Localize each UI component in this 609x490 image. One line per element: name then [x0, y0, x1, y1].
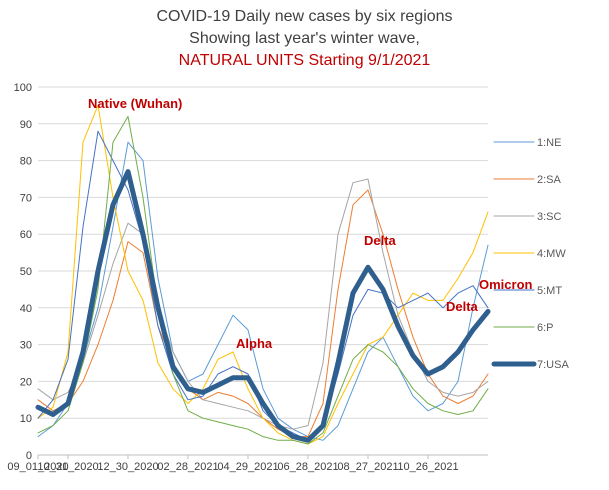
- chart-subtitle-2: NATURAL UNITS Starting 9/1/2021: [178, 52, 431, 69]
- x-tick-label: 06_28_2021: [277, 461, 338, 473]
- y-tick-label: 20: [20, 376, 32, 388]
- x-tick-label: 02_28_2021: [157, 461, 218, 473]
- legend-label: 3:SC: [537, 211, 562, 223]
- y-tick-label: 100: [14, 82, 32, 94]
- series-line-5mt: [37, 130, 489, 441]
- annotation-label: Omicron: [479, 277, 533, 292]
- legend-label: 7:USA: [537, 359, 569, 371]
- y-tick-label: 0: [26, 450, 32, 462]
- x-tick-label: 08_27_2021: [337, 461, 398, 473]
- series-line-6p: [37, 115, 489, 445]
- legend-label: 1:NE: [537, 137, 561, 149]
- legend-label: 5:MT: [537, 285, 562, 297]
- chart-subtitle: Showing last year's winter wave,: [189, 30, 420, 47]
- y-tick-label: 90: [20, 119, 32, 131]
- chart-title: COVID-19 Daily new cases by six regions: [156, 8, 453, 25]
- series-line-1ne: [37, 141, 489, 441]
- legend-label: 2:SA: [537, 174, 562, 186]
- legend-label: 4:MW: [537, 248, 566, 260]
- x-tick-label: 10_31_2020: [37, 461, 98, 473]
- y-tick-label: 50: [20, 266, 32, 278]
- y-tick-label: 10: [20, 413, 32, 425]
- annotation-label: Delta: [446, 299, 479, 314]
- annotation-label: Native (Wuhan): [88, 96, 182, 111]
- x-tick-label: 10_26_2021: [397, 461, 458, 473]
- y-tick-label: 80: [20, 156, 32, 168]
- y-tick-label: 30: [20, 340, 32, 352]
- series-line-4mw: [37, 104, 489, 445]
- annotation-label: Delta: [364, 233, 397, 248]
- x-tick-label: 04_29_2021: [217, 461, 278, 473]
- y-tick-label: 40: [20, 303, 32, 315]
- y-tick-label: 70: [20, 192, 32, 204]
- x-tick-label: 09_01_2020: [7, 461, 68, 473]
- legend-label: 6:P: [537, 322, 554, 334]
- annotation-label: Alpha: [236, 336, 273, 351]
- series-line-7usa: [35, 169, 491, 443]
- x-tick-label: 12_30_2020: [97, 461, 158, 473]
- y-tick-label: 60: [20, 229, 32, 241]
